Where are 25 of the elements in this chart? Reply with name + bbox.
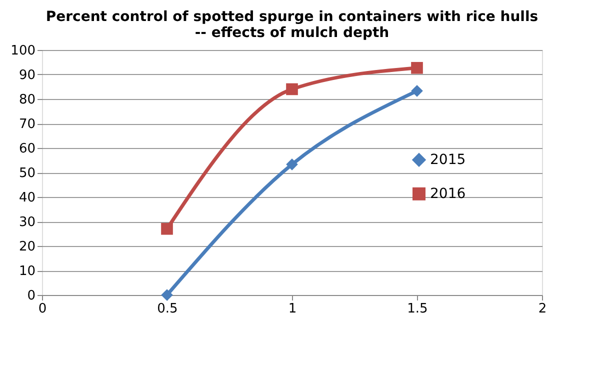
x-tick-label: 1.5 [407, 302, 428, 316]
y-tick-label: 40 [18, 190, 36, 206]
y-tick-label: 0 [27, 288, 36, 304]
x-tick-label: 0.5 [157, 302, 178, 316]
y-tick-label: 50 [18, 166, 36, 181]
point [286, 83, 298, 96]
y-tick-label: 10 [18, 264, 36, 279]
x-tick-label: 1 [288, 302, 297, 316]
y-tick-label: 100 [10, 44, 36, 58]
point [411, 62, 423, 74]
point [161, 222, 173, 235]
point [161, 289, 173, 301]
x-tick-label: 0 [38, 302, 47, 316]
point [411, 85, 423, 97]
y-tick-label: 90 [18, 68, 36, 83]
chart-title: Percent control of spotted spurge in containers with rice hulls -- effects of mulch depth [46, 9, 538, 41]
legend-label: 2015 [430, 152, 466, 168]
y-tick-label: 70 [18, 117, 36, 132]
y-tick-label: 80 [18, 92, 36, 108]
x-tick-label: 2 [538, 302, 547, 316]
legend-label: 2016 [430, 186, 466, 202]
y-tick-label: 30 [18, 215, 36, 230]
point [286, 158, 298, 170]
y-tick-label: 20 [18, 240, 36, 254]
y-tick-label: 60 [18, 142, 36, 156]
